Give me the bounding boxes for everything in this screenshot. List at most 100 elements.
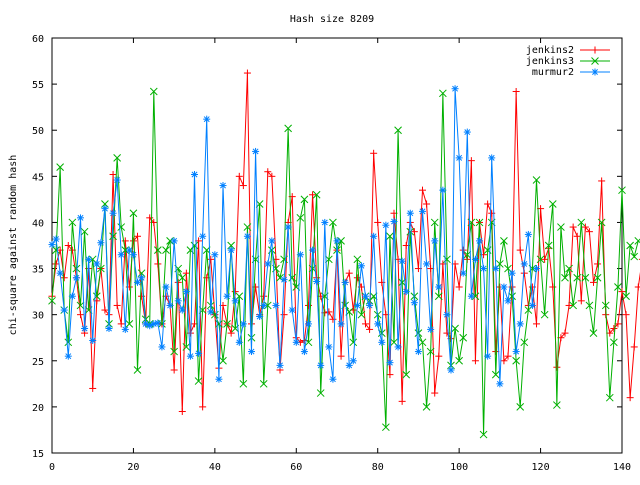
data-point — [476, 237, 483, 244]
data-point — [313, 278, 320, 285]
y-tick-label: 60 — [32, 34, 44, 45]
data-point — [163, 284, 170, 291]
data-point — [167, 302, 174, 309]
data-point — [415, 348, 422, 355]
data-point — [338, 320, 345, 327]
y-tick-label: 40 — [32, 218, 44, 229]
data-point — [195, 350, 202, 357]
data-point — [179, 307, 186, 314]
y-tick-label: 50 — [32, 126, 44, 137]
data-point — [187, 353, 194, 360]
data-point — [382, 222, 389, 229]
data-point — [73, 274, 80, 281]
data-point — [423, 260, 430, 267]
data-point — [301, 348, 308, 355]
data-point — [228, 247, 235, 254]
data-point — [106, 325, 113, 332]
x-tick-label: 80 — [372, 462, 384, 473]
data-point — [521, 260, 528, 267]
data-point — [395, 343, 402, 350]
data-point — [484, 353, 491, 360]
data-point — [321, 219, 328, 226]
data-point — [101, 205, 108, 212]
y-tick-label: 55 — [32, 80, 44, 91]
data-point — [435, 284, 442, 291]
data-point — [431, 237, 438, 244]
data-point — [496, 380, 503, 387]
data-point — [158, 343, 165, 350]
y-tick-label: 45 — [32, 172, 44, 183]
y-tick-label: 25 — [32, 357, 44, 368]
data-point — [443, 311, 450, 318]
data-point — [77, 214, 84, 221]
data-point — [517, 320, 524, 327]
data-point — [61, 307, 68, 314]
data-point — [53, 236, 60, 243]
data-point — [85, 256, 92, 263]
data-point — [309, 247, 316, 254]
data-point — [513, 348, 520, 355]
x-tick-label: 100 — [450, 462, 468, 473]
data-point — [386, 359, 393, 366]
x-tick-label: 140 — [613, 462, 631, 473]
data-point — [505, 297, 512, 304]
data-point — [370, 233, 377, 240]
y-tick-label: 20 — [32, 403, 44, 414]
data-point — [248, 348, 255, 355]
data-point — [215, 376, 222, 383]
data-point — [419, 208, 426, 215]
data-point — [460, 270, 467, 277]
data-point — [403, 288, 410, 295]
y-tick-label: 30 — [32, 311, 44, 322]
y-axis-label: chi-square against random hash — [8, 155, 19, 336]
data-point — [488, 154, 495, 161]
data-point — [350, 357, 357, 364]
data-point — [244, 233, 251, 240]
data-point — [525, 231, 532, 238]
legend-label: jenkins3 — [526, 56, 574, 67]
data-point — [114, 177, 121, 184]
data-point — [592, 69, 599, 76]
data-point — [281, 276, 288, 283]
data-point — [439, 187, 446, 194]
data-point — [293, 339, 300, 346]
x-tick-label: 60 — [290, 462, 302, 473]
data-point — [329, 376, 336, 383]
data-point — [220, 182, 227, 189]
data-point — [183, 288, 190, 295]
data-point — [297, 251, 304, 258]
data-point — [492, 265, 499, 272]
data-point — [97, 239, 104, 246]
data-point — [122, 326, 129, 333]
data-point — [407, 210, 414, 217]
data-point — [334, 237, 341, 244]
data-point — [277, 362, 284, 369]
chart-title: Hash size 8209 — [290, 14, 374, 25]
y-tick-label: 15 — [32, 449, 44, 460]
data-point — [452, 85, 459, 92]
data-point — [256, 313, 263, 320]
y-tick-label: 35 — [32, 265, 44, 276]
data-point — [118, 251, 125, 258]
x-tick-label: 0 — [49, 462, 55, 473]
data-point — [285, 224, 292, 231]
data-point — [374, 320, 381, 327]
data-point — [468, 293, 475, 300]
data-point — [464, 129, 471, 136]
data-point — [252, 148, 259, 155]
legend-label: murmur2 — [532, 67, 574, 78]
data-point — [57, 270, 64, 277]
data-point — [93, 260, 100, 267]
data-point — [138, 274, 145, 281]
data-point — [65, 353, 72, 360]
data-point — [509, 270, 516, 277]
data-point — [411, 299, 418, 306]
data-point — [427, 326, 434, 333]
data-point — [224, 293, 231, 300]
data-point — [203, 116, 210, 123]
data-point — [305, 320, 312, 327]
data-point — [268, 237, 275, 244]
data-point — [399, 258, 406, 265]
